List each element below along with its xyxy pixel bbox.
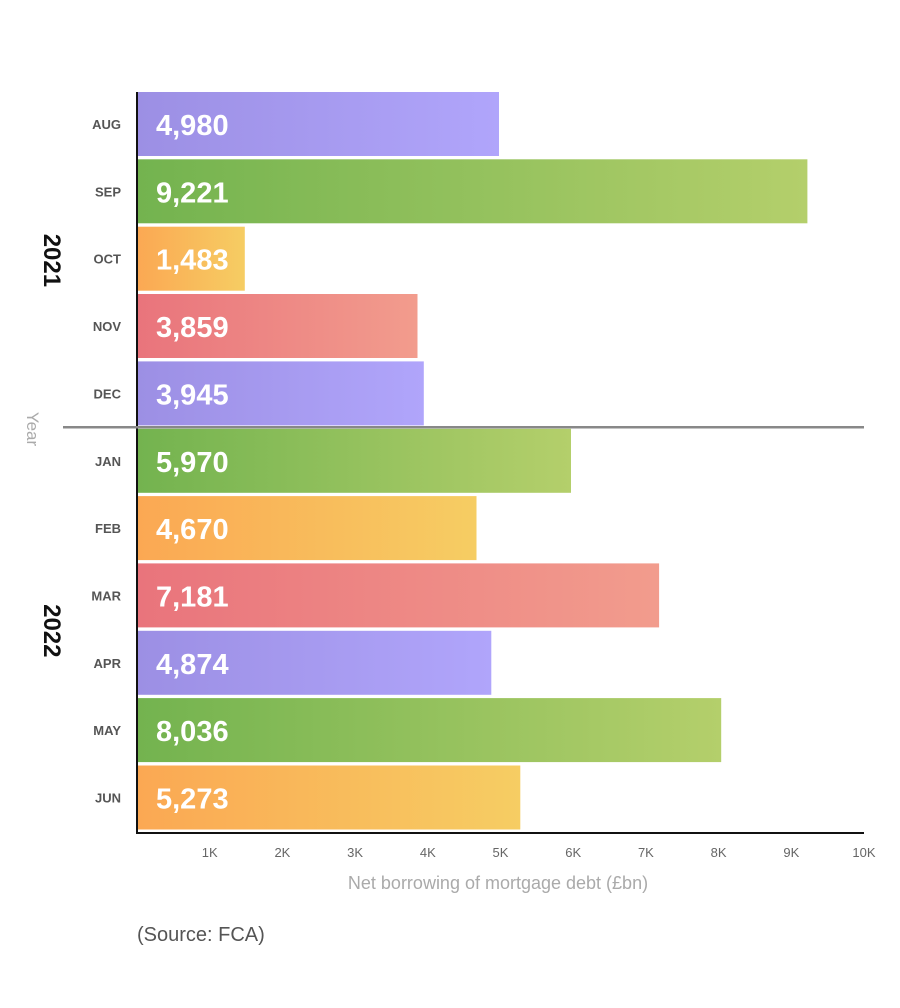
bar-value-label: 4,874 — [156, 649, 229, 681]
labels-layer: 4,980 AUG 9,221 SEP 1,483 OCT 3,859 NOV 3,945 DEC… — [91, 110, 228, 816]
year-group-label: 2021 — [38, 234, 65, 287]
x-tick-label: 3K — [347, 845, 363, 860]
x-tick-label: 8K — [711, 845, 727, 860]
category-tick-label: NOV — [93, 319, 122, 334]
bar-dec — [137, 361, 424, 426]
bar-value-label: 3,859 — [156, 312, 229, 344]
bar-jan — [137, 428, 571, 493]
category-tick-label: APR — [94, 656, 122, 671]
category-tick-label: DEC — [94, 386, 122, 401]
category-tick-label: AUG — [92, 117, 121, 132]
y-axis-title: Year — [23, 412, 42, 447]
category-tick-label: SEP — [95, 184, 121, 199]
bar-value-label: 8,036 — [156, 716, 229, 748]
x-tick-label: 6K — [565, 845, 581, 860]
bar-sep — [137, 159, 808, 224]
bar-aug — [137, 92, 499, 156]
x-tick-label: 1K — [202, 845, 218, 860]
bar-nov — [137, 294, 418, 358]
category-tick-label: JUN — [95, 791, 121, 806]
x-tick-label: 7K — [638, 845, 654, 860]
bars-layer — [137, 92, 808, 830]
category-tick-label: MAR — [91, 588, 121, 603]
x-tick-label: 9K — [783, 845, 799, 860]
x-axis-title: Net borrowing of mortgage debt (£bn) — [348, 873, 648, 893]
bar-value-label: 3,945 — [156, 379, 229, 411]
bar-value-label: 5,970 — [156, 447, 229, 479]
year-group-label: 2022 — [38, 604, 65, 657]
source-note: (Source: FCA) — [137, 924, 265, 946]
bar-jun — [137, 765, 521, 830]
bar-value-label: 4,670 — [156, 514, 229, 546]
bar-value-label: 5,273 — [156, 784, 229, 816]
bar-feb — [137, 496, 477, 561]
x-tick-label: 5K — [493, 845, 509, 860]
category-tick-label: OCT — [94, 252, 122, 267]
axis-layer: 2021 2022 Year 1K 2K 3K 4K 5K 6K 7K 8K 9K 10K Net bor… — [23, 92, 876, 893]
x-tick-label: 10K — [852, 845, 875, 860]
bar-value-label: 7,181 — [156, 581, 229, 613]
bar-value-label: 9,221 — [156, 177, 229, 209]
category-tick-label: FEB — [95, 521, 121, 536]
bar-mar — [137, 563, 660, 628]
x-tick-label: 4K — [420, 845, 436, 860]
bar-may — [137, 698, 722, 763]
bar-apr — [137, 630, 492, 695]
bar-oct — [137, 226, 245, 291]
x-tick-label: 2K — [274, 845, 290, 860]
category-tick-label: MAY — [93, 723, 121, 738]
bar-value-label: 1,483 — [156, 245, 229, 277]
category-tick-label: JAN — [95, 454, 121, 469]
bar-value-label: 4,980 — [156, 110, 229, 142]
